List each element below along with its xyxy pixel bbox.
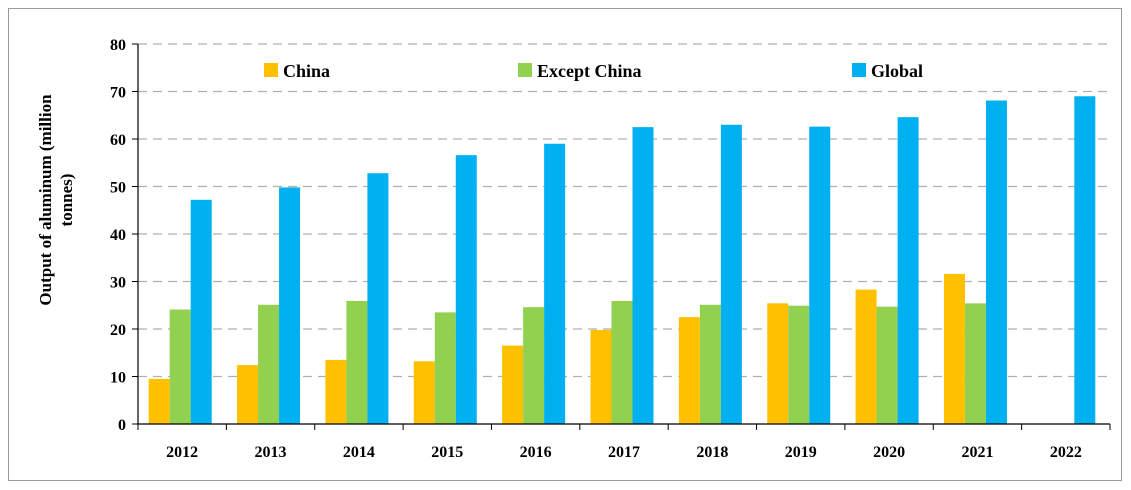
bar-global <box>544 143 566 424</box>
x-tick-label: 2012 <box>166 444 198 461</box>
x-tick-label: 2017 <box>608 444 640 461</box>
legend-swatch <box>264 63 278 77</box>
bar-china <box>325 359 347 424</box>
y-tick-label: 0 <box>118 417 126 434</box>
y-tick-label: 70 <box>110 85 126 102</box>
x-tick-label: 2016 <box>520 444 552 461</box>
x-tick-label: 2020 <box>873 444 905 461</box>
bars <box>148 96 1096 425</box>
bar-china <box>502 345 524 424</box>
x-tick-labels: 2012 2013 2014 2015 2016 2017 2018 2019 2020 2021… <box>166 444 1082 461</box>
bar-except-china <box>788 305 810 424</box>
y-axis-label-line: tonnes) <box>57 174 76 227</box>
bar-china <box>148 378 170 424</box>
y-tick-labels: 0 10 20 30 40 50 60 70 80 <box>110 37 126 434</box>
bar-china <box>767 303 789 424</box>
y-axis-label: Output of aluminum (million tonnes) <box>36 94 76 306</box>
legend-label: Global <box>871 61 923 81</box>
bar-except-china <box>876 306 898 424</box>
bar-global <box>985 100 1007 425</box>
bar-except-china <box>699 304 721 424</box>
bar-global <box>897 117 919 425</box>
bar-china <box>678 317 700 424</box>
y-tick-label: 60 <box>110 132 126 149</box>
bar-global <box>809 126 831 425</box>
bar-global <box>632 127 654 424</box>
x-tick-label: 2019 <box>785 444 817 461</box>
bar-except-china <box>258 304 280 424</box>
bar-global <box>1074 96 1096 424</box>
bar-china <box>237 365 259 424</box>
y-tick-label: 10 <box>110 370 126 387</box>
bar-except-china <box>169 309 191 424</box>
y-tick-label: 30 <box>110 275 126 292</box>
bar-except-china <box>346 300 368 424</box>
y-tick-label: 40 <box>110 227 126 244</box>
legend-label: Except China <box>537 61 642 81</box>
bar-china <box>590 329 612 424</box>
bar-except-china <box>964 303 986 424</box>
bar-global <box>367 173 389 424</box>
x-tick-label: 2022 <box>1050 444 1082 461</box>
y-tick-label: 80 <box>110 37 126 54</box>
bar-except-china <box>434 312 456 424</box>
x-tick-label: 2014 <box>343 444 375 461</box>
legend-swatch <box>518 63 532 77</box>
legend-swatch <box>852 63 866 77</box>
bar-china <box>855 289 877 424</box>
x-tick-label: 2013 <box>255 444 287 461</box>
y-tick-label: 50 <box>110 180 126 197</box>
legend: China Except China Global <box>264 61 923 81</box>
x-tick-label: 2015 <box>431 444 463 461</box>
bar-global <box>279 187 301 424</box>
bar-china <box>413 361 435 424</box>
bar-china <box>943 273 965 424</box>
y-axis-label-line: Output of aluminum (million <box>36 94 55 306</box>
x-tick-label: 2018 <box>696 444 728 461</box>
legend-label: China <box>283 61 330 81</box>
bar-global <box>190 199 212 424</box>
axes <box>132 43 1111 430</box>
bar-except-china <box>611 300 633 424</box>
bar-global <box>455 155 477 424</box>
y-tick-label: 20 <box>110 322 126 339</box>
x-tick-label: 2021 <box>961 444 993 461</box>
bar-global <box>720 124 742 424</box>
bar-except-china <box>523 307 545 424</box>
